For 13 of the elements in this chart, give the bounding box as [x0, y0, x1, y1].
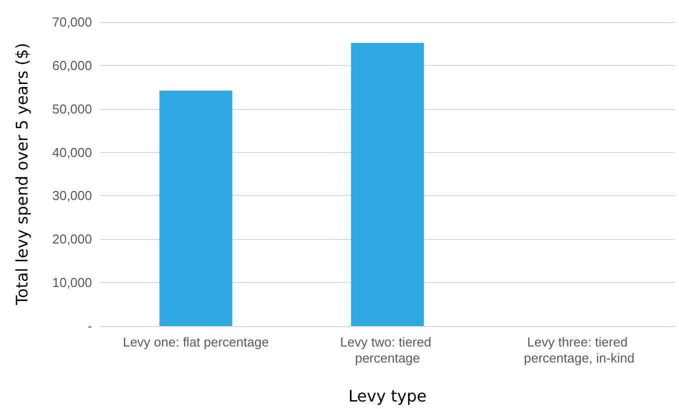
y-tick-label: 70,000	[52, 14, 92, 30]
x-tick-label: Levy two: tiered percentage	[340, 334, 435, 366]
y-tick-label: 20,000	[52, 232, 92, 247]
y-tick-label: 50,000	[52, 101, 92, 116]
y-tick-label: 30,000	[52, 188, 92, 204]
x-tick-label: Levy one: flat percentage	[122, 334, 269, 350]
y-tick-label: 40,000	[52, 144, 92, 160]
y-tick-label: -	[88, 318, 92, 334]
x-tick-label: Levy three: tiered percentage, in-kind	[524, 334, 634, 366]
y-axis-title: Total levy spend over 5 years ($)	[12, 42, 32, 306]
y-tick-label: 60,000	[52, 58, 92, 73]
x-axis-title: Levy type	[348, 386, 427, 406]
y-tick-label: 10,000	[52, 275, 92, 290]
